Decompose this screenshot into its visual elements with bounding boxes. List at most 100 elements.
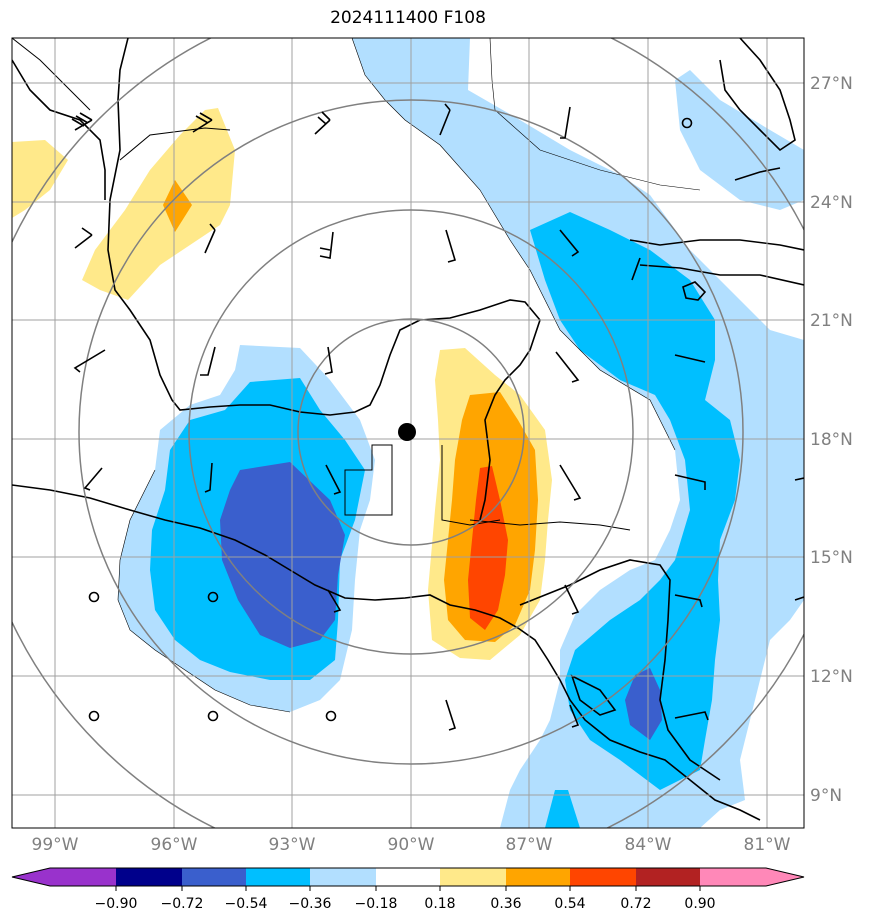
shade-dark-blue-east: [625, 668, 662, 740]
lat-label: 15°N: [810, 548, 853, 568]
lon-label: 96°W: [151, 835, 198, 855]
calm-marker: [88, 591, 100, 603]
colorbar-outline: [11, 867, 805, 887]
calm-wind-markers: [88, 117, 693, 722]
mexico-pacific-coast: [12, 484, 761, 821]
lon-label: 99°W: [32, 835, 79, 855]
colorbar-tick-label: 0.18: [424, 896, 455, 912]
colorbar-segment: [700, 868, 766, 886]
plot-frame: [11, 37, 805, 829]
lat-label: 21°N: [810, 311, 853, 331]
colorbar-tick-label: −0.90: [95, 896, 138, 912]
wind-barb: [204, 462, 213, 493]
lat-label: 27°N: [810, 74, 853, 94]
shade-orange-nw: [163, 180, 192, 232]
colorbar-segment: [570, 868, 636, 886]
florida-keys: [734, 167, 781, 181]
lat-label: 12°N: [810, 667, 853, 687]
texas-coast: [12, 59, 106, 200]
shade-blue-south: [545, 790, 580, 828]
anomaly-shading: [12, 38, 804, 828]
wind-barb: [439, 103, 451, 136]
lat-label: 24°N: [810, 193, 853, 213]
lon-label: 90°W: [388, 835, 435, 855]
wind-barb: [569, 704, 580, 728]
colorbar-tick-label: 0.72: [620, 896, 651, 912]
wind-barb: [794, 596, 804, 601]
colorbar-extend-low: [12, 868, 50, 886]
shade-light-blue-ne-key: [675, 70, 804, 210]
lon-label: 87°W: [506, 835, 553, 855]
border-honduras: [469, 519, 631, 531]
lon-label: 84°W: [625, 835, 672, 855]
isle-of-youth: [682, 281, 707, 301]
calm-marker: [325, 710, 337, 722]
cuba-coast: [629, 239, 804, 251]
lat-label: 18°N: [810, 430, 853, 450]
caribbean-coast: [519, 559, 721, 781]
wind-barb: [560, 106, 571, 139]
shade-blue-east: [530, 212, 740, 790]
colorbar-segment: [182, 868, 246, 886]
wind-barb: [319, 231, 334, 259]
range-ring-1: [297, 318, 525, 546]
wind-barb: [73, 349, 106, 373]
wind-barb: [445, 699, 457, 731]
wind-barb: [71, 112, 93, 131]
wind-barb: [314, 111, 331, 135]
border-thin-west: [119, 127, 231, 161]
shading-outlines: [117, 38, 701, 713]
colorbar-tick-label: 0.90: [684, 896, 715, 912]
calm-marker: [681, 117, 693, 129]
wind-barb: [204, 223, 216, 254]
wind-barb: [83, 467, 103, 491]
cuba-south-coast: [639, 264, 804, 286]
wind-barb: [325, 464, 342, 495]
wind-barb: [200, 346, 216, 376]
wind-barb: [555, 351, 580, 383]
range-rings: [12, 38, 804, 828]
wind-barb: [564, 584, 580, 615]
wind-barbs: [71, 103, 804, 731]
calm-marker: [207, 710, 219, 722]
calm-marker: [88, 710, 100, 722]
lon-label: 81°W: [744, 835, 791, 855]
colorbar-tick-label: 0.36: [490, 896, 521, 912]
wind-barb: [559, 464, 582, 501]
wind-barb: [674, 711, 709, 721]
wind-barb: [794, 477, 804, 481]
colorbar-tick-label: −0.72: [161, 896, 204, 912]
wind-barb: [445, 229, 456, 263]
calm-marker: [207, 591, 219, 603]
colorbar-segment: [50, 868, 116, 886]
shade-yellow-west-edge: [12, 140, 68, 218]
colorbar-segment: [246, 868, 310, 886]
colorbar-segment: [506, 868, 570, 886]
colorbar-segment: [310, 868, 376, 886]
wind-barb: [674, 354, 706, 363]
wind-barb: [674, 474, 706, 490]
nicaragua-lake: [570, 674, 617, 716]
colorbar-segment: [116, 868, 182, 886]
colorbar-segment: [440, 868, 506, 886]
lon-label: 93°W: [269, 835, 316, 855]
wind-barb: [631, 257, 641, 281]
range-ring-2: [188, 209, 634, 655]
coastlines: [12, 38, 804, 821]
wind-barb: [192, 112, 213, 133]
colorbar-segment: [636, 868, 700, 886]
lon-axis: 99°W 96°W 93°W 90°W 87°W 84°W 81°W: [32, 835, 791, 855]
wind-barb: [674, 594, 703, 608]
shade-yellow-nw: [82, 108, 235, 300]
wind-barb: [559, 229, 580, 257]
colorbar-tick-label: −0.18: [355, 896, 398, 912]
colorbar-tick-label: −0.54: [225, 896, 268, 912]
storm-center-dot: [398, 423, 416, 441]
wind-barb: [324, 346, 333, 375]
shade-dark-blue-west: [220, 462, 345, 648]
colorbar-extend-high: [766, 868, 804, 886]
colorbar: −0.90 −0.72 −0.54 −0.36 −0.18 0.18 0.36 …: [11, 867, 805, 912]
colorbar-segment: [376, 868, 440, 886]
range-ring-3: [78, 99, 744, 765]
